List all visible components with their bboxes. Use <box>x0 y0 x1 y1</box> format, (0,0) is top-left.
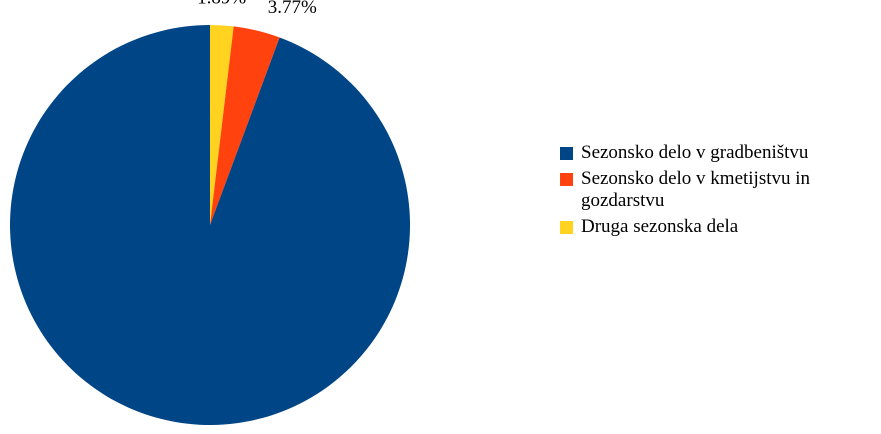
slice-construction-label: 94.34% <box>139 432 198 434</box>
legend-item-agriculture: Sezonsko delo v kmetijstvu in gozdarstvu <box>560 168 875 212</box>
legend-label-agriculture: Sezonsko delo v kmetijstvu in gozdarstvu <box>581 168 811 211</box>
legend-swatch-agriculture <box>560 173 573 186</box>
slice-other-label: 1.89% <box>197 0 246 8</box>
legend-label-construction: Sezonsko delo v gradbeništvu <box>581 142 809 163</box>
pie-labels: 1.89% 3.77% 94.34% <box>139 0 317 434</box>
legend-swatch-other <box>560 221 573 234</box>
legend-item-construction: Sezonsko delo v gradbeništvu <box>560 142 875 164</box>
legend-swatch-construction <box>560 147 573 160</box>
legend-item-other: Druga sezonska dela <box>560 216 875 238</box>
slice-agriculture-label: 3.77% <box>268 0 317 18</box>
legend-label-other: Druga sezonska dela <box>581 216 739 237</box>
slice-agriculture <box>210 26 280 225</box>
slice-other <box>210 25 234 225</box>
legend: Sezonsko delo v gradbeništvu Sezonsko de… <box>560 142 875 242</box>
pie-slices <box>10 25 411 425</box>
slice-construction <box>10 25 411 425</box>
